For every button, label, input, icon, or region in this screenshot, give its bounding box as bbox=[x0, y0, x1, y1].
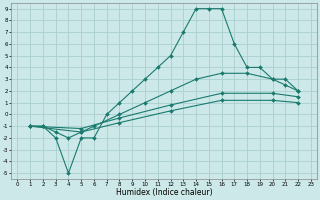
X-axis label: Humidex (Indice chaleur): Humidex (Indice chaleur) bbox=[116, 188, 212, 197]
